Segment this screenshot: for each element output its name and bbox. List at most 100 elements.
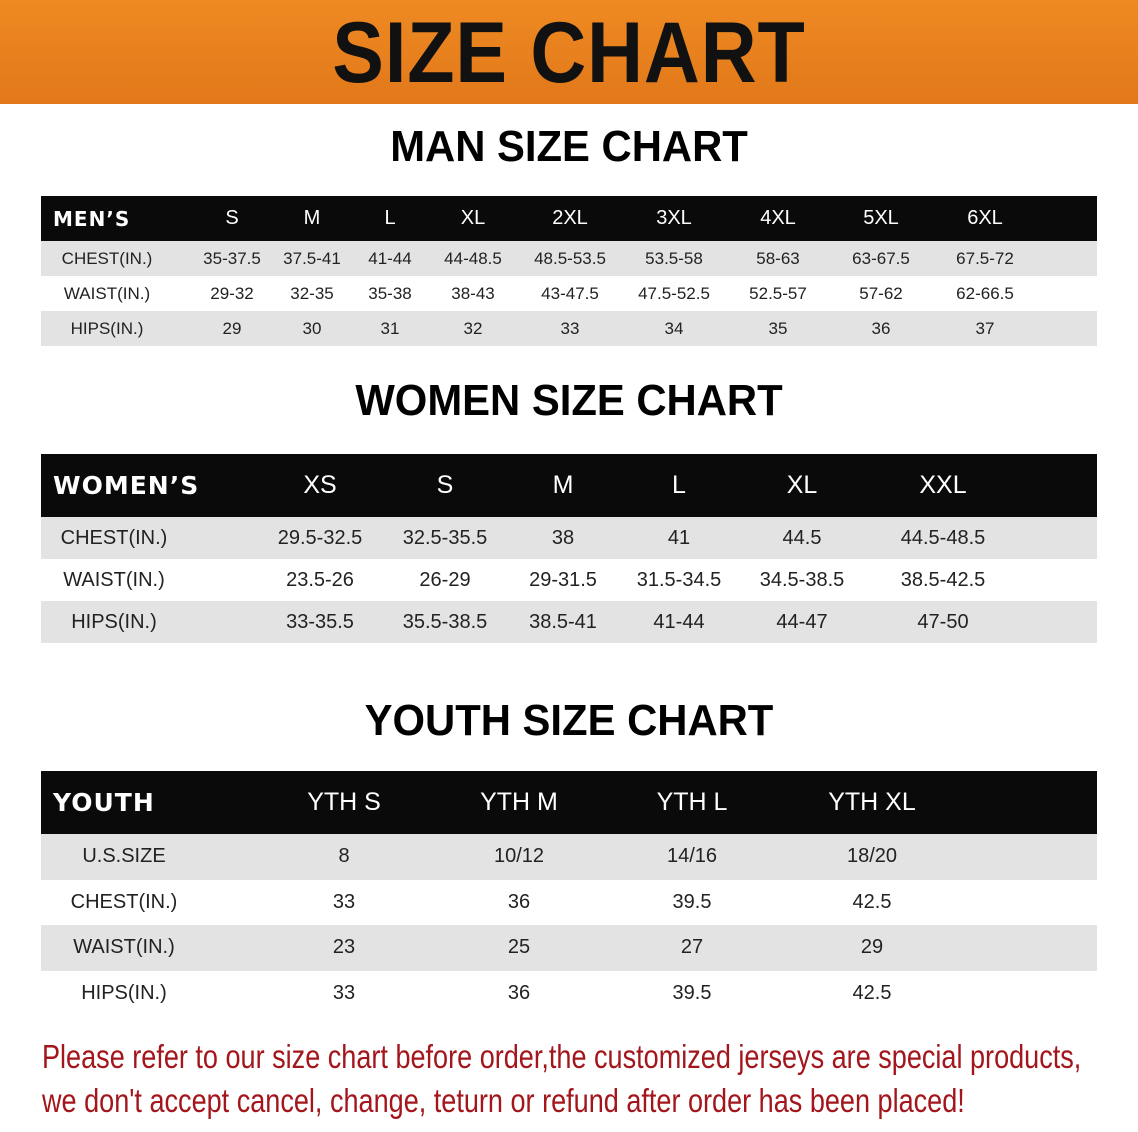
- table-corner-label: WOMEN’S: [53, 471, 200, 500]
- table-cell: 39.5: [672, 981, 712, 1004]
- size-column-header: M: [552, 471, 574, 499]
- table-cell: 25: [507, 936, 531, 959]
- table-cell: 63-67.5: [852, 248, 910, 268]
- table-cell: 33-35.5: [286, 610, 354, 633]
- size-column-header: YTH XL: [828, 788, 916, 816]
- size-column-header: YTH L: [656, 788, 728, 816]
- table-cell: 44-48.5: [444, 248, 502, 268]
- youth-title: YOUTH SIZE CHART: [364, 696, 774, 745]
- table-row: CHEST(IN.) 33 36 39.5 42.5: [41, 879, 1097, 925]
- table-cell: 37.5-41: [283, 248, 341, 268]
- measurement-label: U.S.SIZE: [82, 845, 166, 868]
- table-cell: 36: [507, 981, 531, 1004]
- table-row: HIPS(IN.) 33 36 39.5 42.5: [41, 970, 1097, 1016]
- table-cell: 39.5: [672, 890, 712, 913]
- table-cell: 31.5-34.5: [636, 568, 722, 591]
- table-cell: 42.5: [852, 890, 892, 913]
- table-cell: 14/16: [666, 845, 718, 868]
- table-cell: 27: [680, 936, 704, 959]
- table-cell: 48.5-53.5: [534, 248, 606, 268]
- table-cell: 30: [302, 318, 322, 338]
- table-cell: 32: [463, 318, 483, 338]
- table-cell: 37: [975, 318, 995, 338]
- table-cell: 41: [667, 526, 691, 549]
- table-cell: 32.5-35.5: [402, 526, 488, 549]
- table-cell: 33: [332, 890, 356, 913]
- table-row: CHEST(IN.) 35-37.5 37.5-41 41-44 44-48.5 48.5…: [41, 241, 1097, 276]
- measurement-label: CHEST(IN.): [61, 248, 153, 268]
- table-cell: 29: [860, 936, 884, 959]
- table-cell: 62-66.5: [956, 283, 1014, 303]
- table-cell: 26-29: [419, 568, 471, 591]
- table-cell: 35-37.5: [203, 248, 261, 268]
- women-title: WOMEN SIZE CHART: [355, 376, 783, 425]
- measurement-label: WAIST(IN.): [63, 283, 151, 303]
- size-column-header: 4XL: [760, 207, 796, 229]
- table-cell: 44.5-48.5: [900, 526, 986, 549]
- size-column-header: XL: [786, 471, 818, 499]
- table-cell: 29.5-32.5: [277, 526, 363, 549]
- table-row: U.S.SIZE 8 10/12 14/16 18/20: [41, 834, 1097, 880]
- size-column-header: S: [436, 471, 454, 499]
- table-row: WAIST(IN.) 23.5-26 26-29 29-31.5 31.5-34.5 34…: [41, 559, 1097, 601]
- table-cell: 38.5-41: [529, 610, 597, 633]
- men-title: MAN SIZE CHART: [390, 122, 748, 171]
- table-cell: 41-44: [653, 610, 705, 633]
- note-line-1: Please refer to our size chart before or…: [42, 1038, 1082, 1075]
- table-cell: 42.5: [852, 981, 892, 1004]
- table-cell: 23.5-26: [286, 568, 354, 591]
- size-column-header: M: [303, 207, 321, 229]
- size-column-header: 2XL: [552, 207, 588, 229]
- table-cell: 58-63: [756, 248, 800, 268]
- size-column-header: 3XL: [656, 207, 692, 229]
- table-cell: 33: [332, 981, 356, 1004]
- banner-title: SIZE CHART: [332, 5, 806, 101]
- measurement-label: WAIST(IN.): [63, 568, 165, 591]
- table-cell: 29-32: [210, 283, 254, 303]
- size-column-header: YTH M: [480, 788, 558, 816]
- table-cell: 43-47.5: [541, 283, 599, 303]
- table-cell: 33: [560, 318, 580, 338]
- table-corner-label: YOUTH: [53, 788, 155, 817]
- table-cell: 44.5: [782, 526, 822, 549]
- table-cell: 57-62: [859, 283, 903, 303]
- table-row: WAIST(IN.) 29-32 32-35 35-38 38-43 43-47.5 47.…: [41, 276, 1097, 311]
- note-line-2: we don't accept cancel, change, teturn o…: [42, 1082, 965, 1119]
- table-row: HIPS(IN.) 33-35.5 35.5-38.5 38.5-41 41-44 44-…: [41, 601, 1097, 643]
- table-header-row: WOMEN’S XS S M L XL XXL: [41, 454, 1097, 517]
- size-column-header: XL: [460, 207, 486, 229]
- table-cell: 10/12: [493, 845, 545, 868]
- table-cell: 29: [222, 318, 242, 338]
- table-cell: 44-47: [776, 610, 828, 633]
- table-corner-label: MEN’S: [53, 206, 131, 231]
- banner: SIZE CHART: [0, 0, 1138, 104]
- measurement-label: CHEST(IN.): [60, 526, 168, 549]
- table-cell: 38.5-42.5: [900, 568, 986, 591]
- table-cell: 38-43: [451, 283, 495, 303]
- table-cell: 38: [551, 526, 575, 549]
- table-row: CHEST(IN.) 29.5-32.5 32.5-35.5 38 41 44.5 44.5…: [41, 517, 1097, 559]
- table-header-row: YOUTH YTH S YTH M YTH L YTH XL: [41, 771, 1097, 834]
- measurement-label: CHEST(IN.): [70, 890, 178, 913]
- table-row: WAIST(IN.) 23 25 27 29: [41, 925, 1097, 971]
- table-cell: 53.5-58: [645, 248, 703, 268]
- measurement-label: HIPS(IN.): [81, 981, 167, 1004]
- table-cell: 34.5-38.5: [759, 568, 845, 591]
- size-column-header: 5XL: [863, 207, 899, 229]
- table-cell: 52.5-57: [749, 283, 807, 303]
- table-header-row: MEN’S S M L XL 2XL 3XL 4XL 5XL 6XL: [41, 196, 1097, 241]
- size-column-header: L: [672, 471, 686, 499]
- measurement-label: HIPS(IN.): [71, 610, 157, 633]
- size-column-header: YTH S: [307, 788, 381, 816]
- table-cell: 18/20: [846, 845, 898, 868]
- size-column-header: L: [384, 207, 396, 229]
- table-cell: 47-50: [917, 610, 969, 633]
- size-column-header: XS: [303, 471, 337, 499]
- table-cell: 32-35: [290, 283, 334, 303]
- table-cell: 35.5-38.5: [402, 610, 488, 633]
- table-cell: 47.5-52.5: [638, 283, 710, 303]
- table-cell: 41-44: [368, 248, 412, 268]
- table-row: HIPS(IN.) 29 30 31 32 33 34 35 36 37: [41, 311, 1097, 346]
- table-cell: 23: [332, 936, 356, 959]
- table-cell: 36: [507, 890, 531, 913]
